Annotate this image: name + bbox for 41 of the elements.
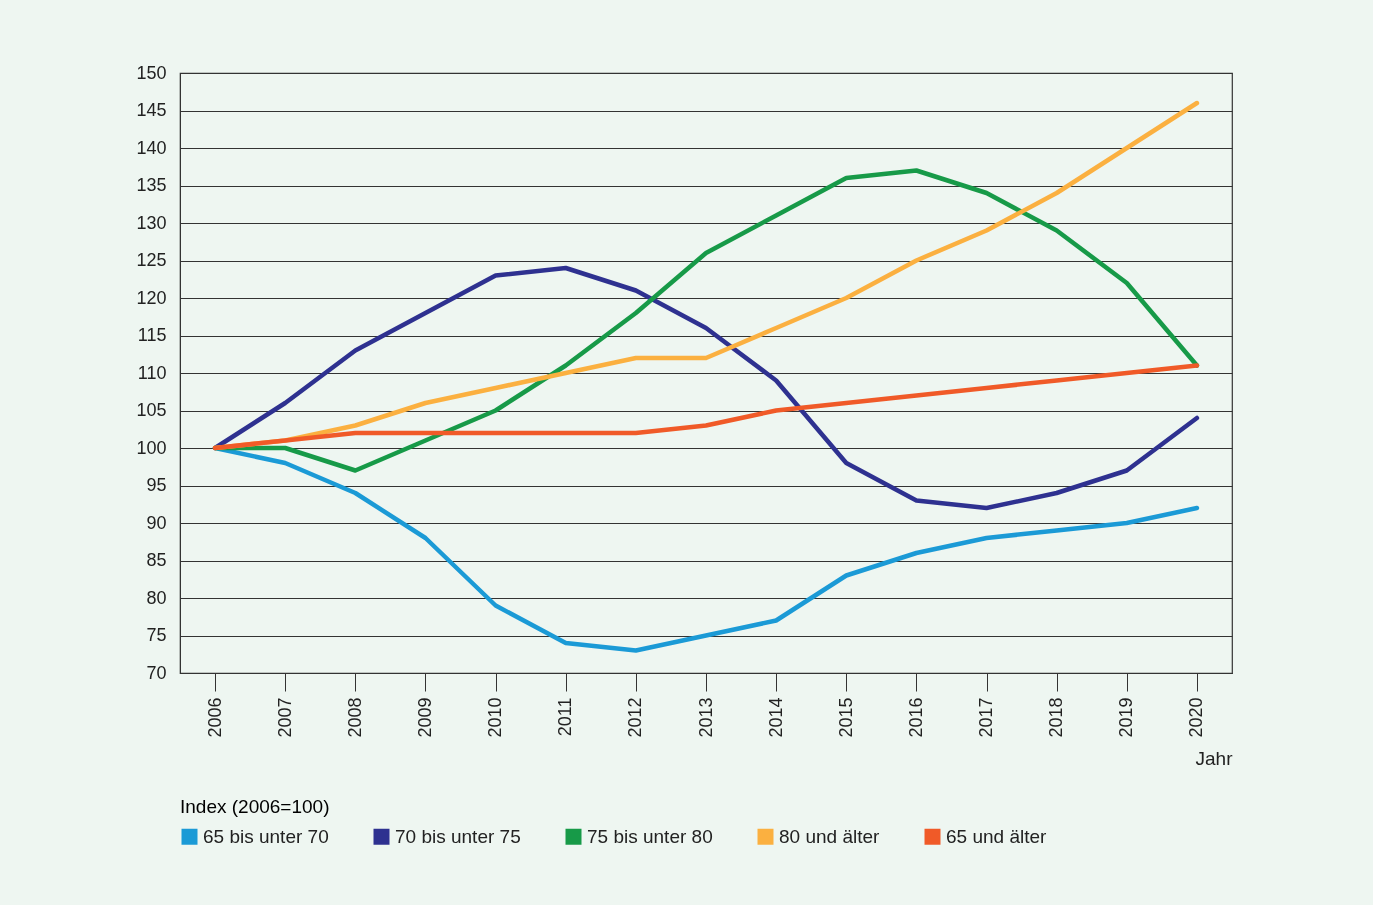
y-tick-label: 75	[146, 625, 167, 645]
y-tick-label: 100	[136, 437, 167, 458]
line-series	[212, 363, 1200, 451]
x-tick-label: 2017	[976, 697, 997, 738]
y-tick-label: 110	[137, 362, 167, 383]
x-tick-label: 2020	[1186, 697, 1207, 738]
x-tick-label: 2006	[204, 697, 225, 738]
y-tick-label: 145	[136, 100, 167, 120]
x-tick-label: 2012	[625, 697, 646, 738]
y-tick-label: 85	[146, 550, 167, 570]
x-tick-label: 2016	[905, 697, 926, 738]
x-tick-label: 2010	[485, 697, 506, 738]
legend-label: 65 bis unter 70	[203, 825, 329, 847]
x-tick-label: 2015	[835, 697, 856, 738]
x-tick-label: 2007	[274, 697, 295, 738]
legend-label: 80 und älter	[779, 825, 881, 847]
legend-label: 65 und älter	[946, 825, 1048, 847]
x-tick-label: 2019	[1116, 697, 1137, 738]
x-tick-label: 2009	[414, 697, 435, 738]
legend-label: 70 bis unter 75	[395, 825, 521, 847]
x-tick-label: 2018	[1046, 697, 1067, 738]
y-tick-label: 135	[136, 175, 167, 195]
line-series	[212, 265, 1200, 511]
y-tick-label: 130	[136, 212, 167, 233]
y-tick-label: 90	[146, 512, 167, 533]
y-tick-label: 80	[146, 587, 167, 608]
y-tick-label: 105	[136, 400, 167, 420]
y-tick-label: 120	[136, 287, 167, 308]
x-tick-label: 2014	[765, 697, 786, 738]
y-tick-label: 70	[146, 662, 167, 683]
x-tick-label: 2011	[555, 697, 576, 737]
x-tick-label: 2008	[344, 697, 365, 738]
legend-title: Index (2006=100)	[180, 796, 330, 817]
y-tick-label: 95	[146, 475, 167, 495]
y-tick-label: 140	[136, 137, 167, 158]
x-axis-title: Jahr	[1195, 747, 1234, 769]
x-tick-label: 2013	[695, 697, 716, 738]
y-tick-label: 150	[136, 62, 167, 83]
y-tick-label: 115	[137, 325, 167, 345]
legend-label: 75 bis unter 80	[587, 825, 713, 847]
y-tick-label: 125	[136, 250, 167, 270]
